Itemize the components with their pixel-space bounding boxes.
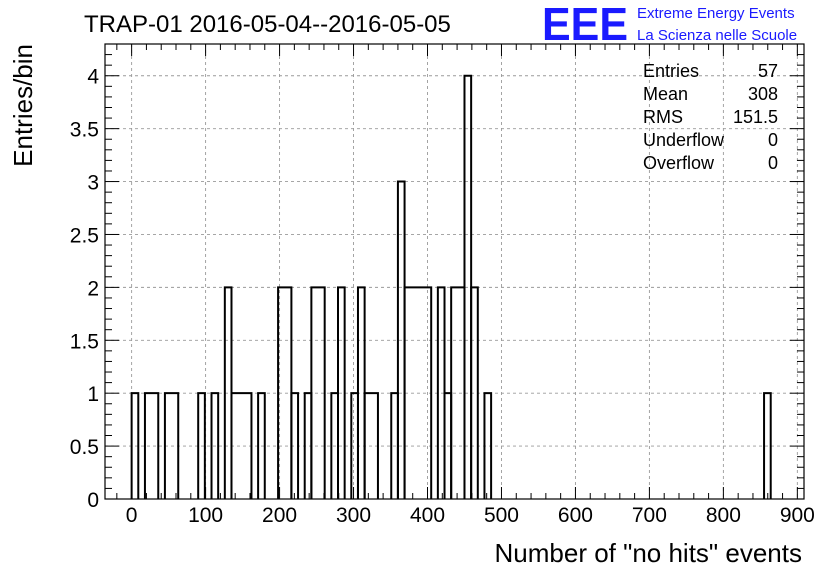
x-tick-label: 500 bbox=[484, 504, 519, 527]
x-tick-label: 0 bbox=[126, 504, 138, 527]
y-tick-label: 2 bbox=[87, 277, 99, 300]
y-axis-label: Entries/bin bbox=[8, 44, 38, 167]
y-tick-label: 1 bbox=[87, 383, 99, 406]
y-tick-label: 3.5 bbox=[70, 119, 99, 142]
y-tick-labels: 0 0.5 1 1.5 2 2.5 3 3.5 4 bbox=[70, 66, 100, 512]
histogram-bin bbox=[470, 286, 479, 499]
histogram-bin bbox=[363, 392, 379, 499]
histogram-bin bbox=[483, 392, 493, 499]
stats-value: 308 bbox=[748, 84, 778, 104]
x-tick-label: 400 bbox=[410, 504, 445, 527]
stats-value: 57 bbox=[758, 61, 778, 81]
histogram-bin bbox=[230, 392, 253, 499]
stats-label: RMS bbox=[643, 107, 683, 127]
y-tick-label: 1.5 bbox=[70, 330, 99, 353]
stats-value: 0 bbox=[768, 153, 778, 173]
stats-value: 0 bbox=[768, 130, 778, 150]
axis-ticks bbox=[105, 43, 804, 500]
stats-label: Overflow bbox=[643, 153, 715, 173]
x-tick-label: 100 bbox=[188, 504, 223, 527]
stats-label: Entries bbox=[643, 61, 699, 81]
histogram-bin bbox=[403, 286, 433, 499]
y-tick-label: 0.5 bbox=[70, 436, 99, 459]
logo-line-1: Extreme Energy Events bbox=[637, 5, 795, 22]
x-tick-label: 600 bbox=[558, 504, 593, 527]
histogram-bins bbox=[130, 74, 772, 499]
stats-box: Entries 57 Mean 308 RMS 151.5 Underflow 0 Overfl… bbox=[643, 61, 778, 173]
x-tick-label: 900 bbox=[780, 504, 815, 527]
x-tick-label: 300 bbox=[336, 504, 371, 527]
histogram-bin bbox=[310, 286, 326, 499]
histogram-bin bbox=[763, 392, 772, 499]
plot-frame bbox=[104, 43, 805, 500]
histogram-bin bbox=[197, 392, 206, 499]
y-tick-label: 0 bbox=[87, 489, 99, 512]
grid-lines bbox=[105, 44, 804, 500]
histogram-bin bbox=[143, 392, 160, 499]
y-tick-label: 2.5 bbox=[70, 224, 99, 247]
chart-title: TRAP-01 2016-05-04--2016-05-05 bbox=[84, 11, 451, 38]
x-tick-label: 200 bbox=[262, 504, 297, 527]
eee-logo: EEE Extreme Energy Events La Scienza nel… bbox=[542, 0, 797, 50]
y-tick-label: 4 bbox=[87, 66, 99, 89]
histogram-bin bbox=[257, 392, 266, 499]
x-axis-label: Number of "no hits" events bbox=[495, 538, 803, 568]
x-tick-label: 700 bbox=[632, 504, 667, 527]
histogram-bin bbox=[210, 392, 220, 499]
eee-logo-mark: EEE bbox=[542, 0, 628, 50]
histogram-bin bbox=[130, 392, 140, 499]
histogram-bin bbox=[337, 286, 346, 499]
x-tick-label: 800 bbox=[706, 504, 741, 527]
histogram-bin bbox=[290, 392, 300, 499]
logo-line-2: La Scienza nelle Scuole bbox=[637, 27, 797, 44]
stats-label: Underflow bbox=[643, 130, 725, 150]
x-tick-labels: 0 100 200 300 400 500 600 700 800 900 bbox=[126, 504, 815, 527]
y-tick-label: 3 bbox=[87, 172, 99, 195]
stats-label: Mean bbox=[643, 84, 688, 104]
stats-value: 151.5 bbox=[733, 107, 778, 127]
histogram-bin bbox=[163, 392, 180, 499]
